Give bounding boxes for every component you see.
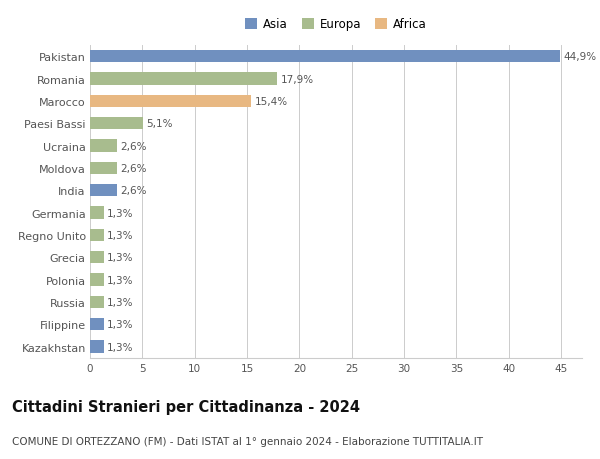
Bar bbox=[90, 207, 104, 219]
Bar bbox=[90, 185, 117, 197]
Bar bbox=[90, 230, 104, 241]
Text: 1,3%: 1,3% bbox=[107, 230, 133, 241]
Text: 2,6%: 2,6% bbox=[121, 186, 147, 196]
Text: 2,6%: 2,6% bbox=[121, 141, 147, 151]
Text: COMUNE DI ORTEZZANO (FM) - Dati ISTAT al 1° gennaio 2024 - Elaborazione TUTTITAL: COMUNE DI ORTEZZANO (FM) - Dati ISTAT al… bbox=[12, 436, 483, 446]
Text: 1,3%: 1,3% bbox=[107, 319, 133, 330]
Text: Cittadini Stranieri per Cittadinanza - 2024: Cittadini Stranieri per Cittadinanza - 2… bbox=[12, 399, 360, 414]
Bar bbox=[90, 341, 104, 353]
Text: 1,3%: 1,3% bbox=[107, 253, 133, 263]
Bar bbox=[90, 140, 117, 152]
Bar bbox=[90, 95, 251, 108]
Bar bbox=[90, 73, 277, 85]
Bar bbox=[90, 51, 560, 63]
Bar bbox=[90, 252, 104, 264]
Bar bbox=[90, 319, 104, 330]
Text: 5,1%: 5,1% bbox=[146, 119, 173, 129]
Text: 1,3%: 1,3% bbox=[107, 342, 133, 352]
Text: 1,3%: 1,3% bbox=[107, 297, 133, 307]
Text: 1,3%: 1,3% bbox=[107, 208, 133, 218]
Bar bbox=[90, 118, 143, 130]
Legend: Asia, Europa, Africa: Asia, Europa, Africa bbox=[243, 16, 429, 34]
Text: 17,9%: 17,9% bbox=[281, 74, 314, 84]
Text: 44,9%: 44,9% bbox=[563, 52, 596, 62]
Bar bbox=[90, 162, 117, 175]
Text: 1,3%: 1,3% bbox=[107, 275, 133, 285]
Bar bbox=[90, 296, 104, 308]
Text: 15,4%: 15,4% bbox=[254, 97, 287, 106]
Text: 2,6%: 2,6% bbox=[121, 163, 147, 174]
Bar bbox=[90, 274, 104, 286]
